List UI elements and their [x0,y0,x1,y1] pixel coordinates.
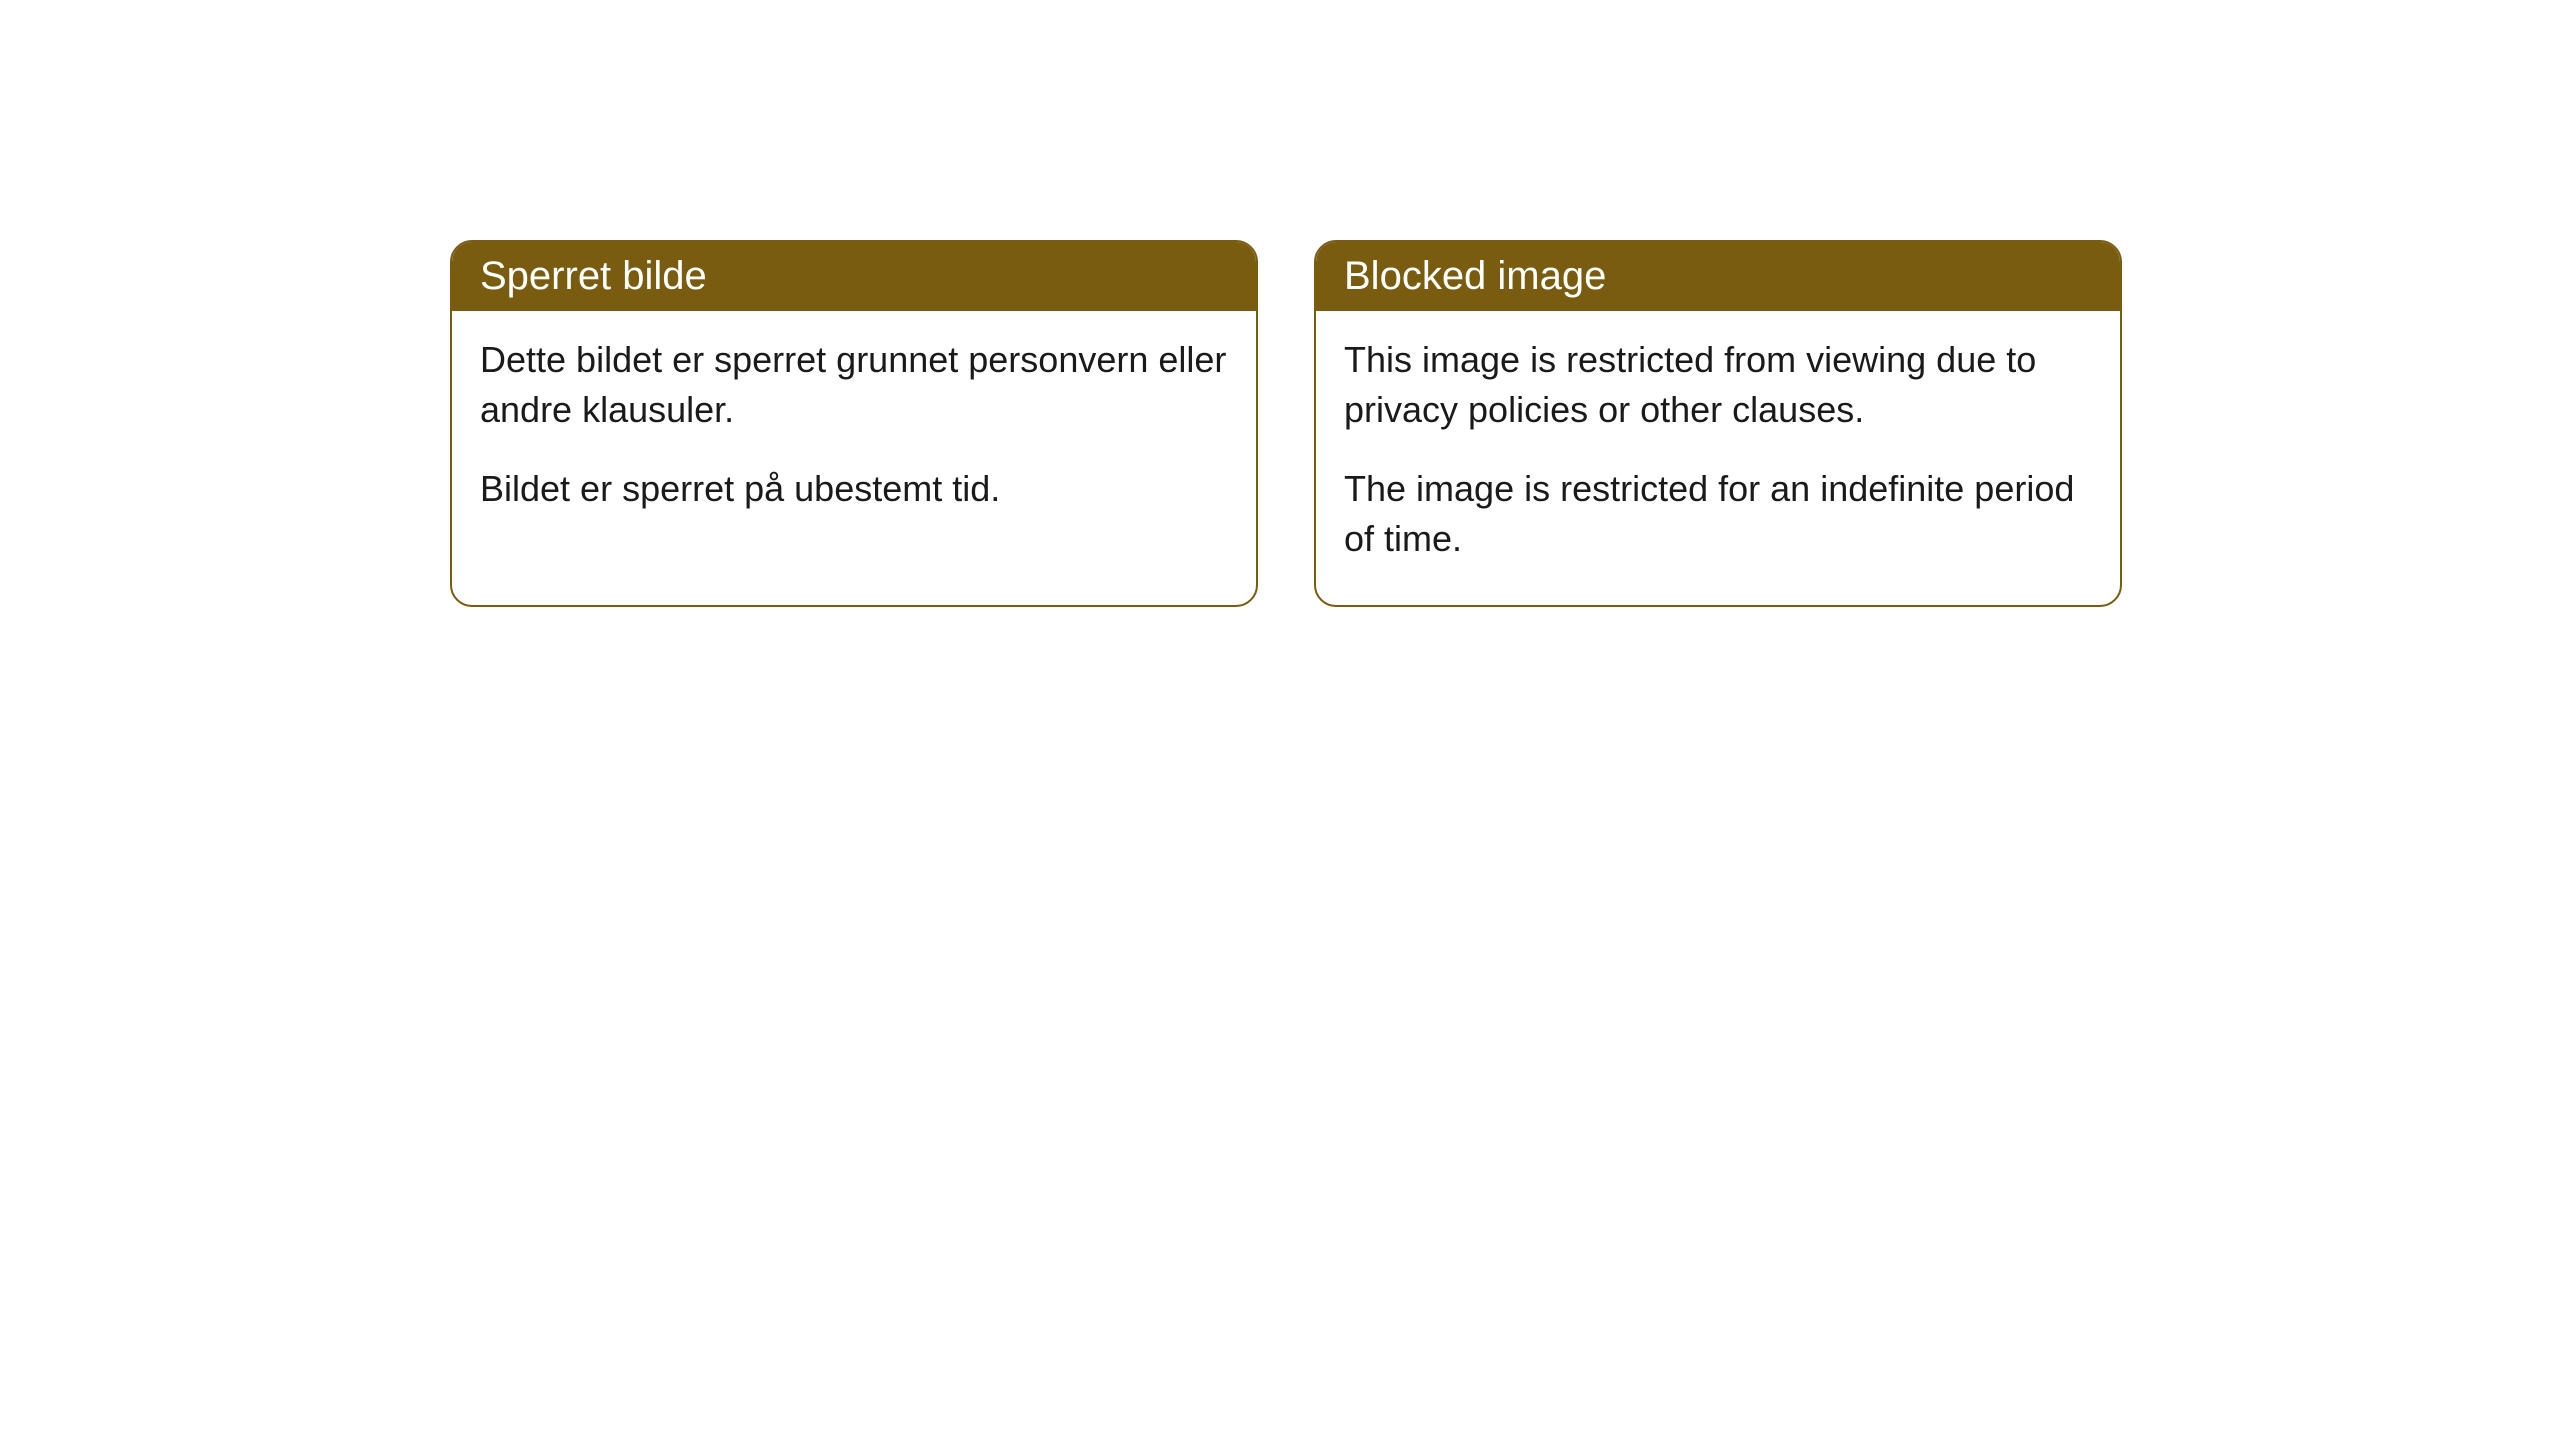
card-body: This image is restricted from viewing du… [1316,311,2120,605]
notice-cards-container: Sperret bilde Dette bildet er sperret gr… [0,0,2560,607]
card-title: Sperret bilde [480,254,707,298]
card-title: Blocked image [1344,254,1606,298]
card-paragraph: Dette bildet er sperret grunnet personve… [480,335,1228,436]
card-header: Sperret bilde [452,242,1256,311]
card-header: Blocked image [1316,242,2120,311]
card-body: Dette bildet er sperret grunnet personve… [452,311,1256,554]
notice-card-norwegian: Sperret bilde Dette bildet er sperret gr… [450,240,1258,607]
notice-card-english: Blocked image This image is restricted f… [1314,240,2122,607]
card-paragraph: This image is restricted from viewing du… [1344,335,2092,436]
card-paragraph: The image is restricted for an indefinit… [1344,464,2092,565]
card-paragraph: Bildet er sperret på ubestemt tid. [480,464,1228,514]
